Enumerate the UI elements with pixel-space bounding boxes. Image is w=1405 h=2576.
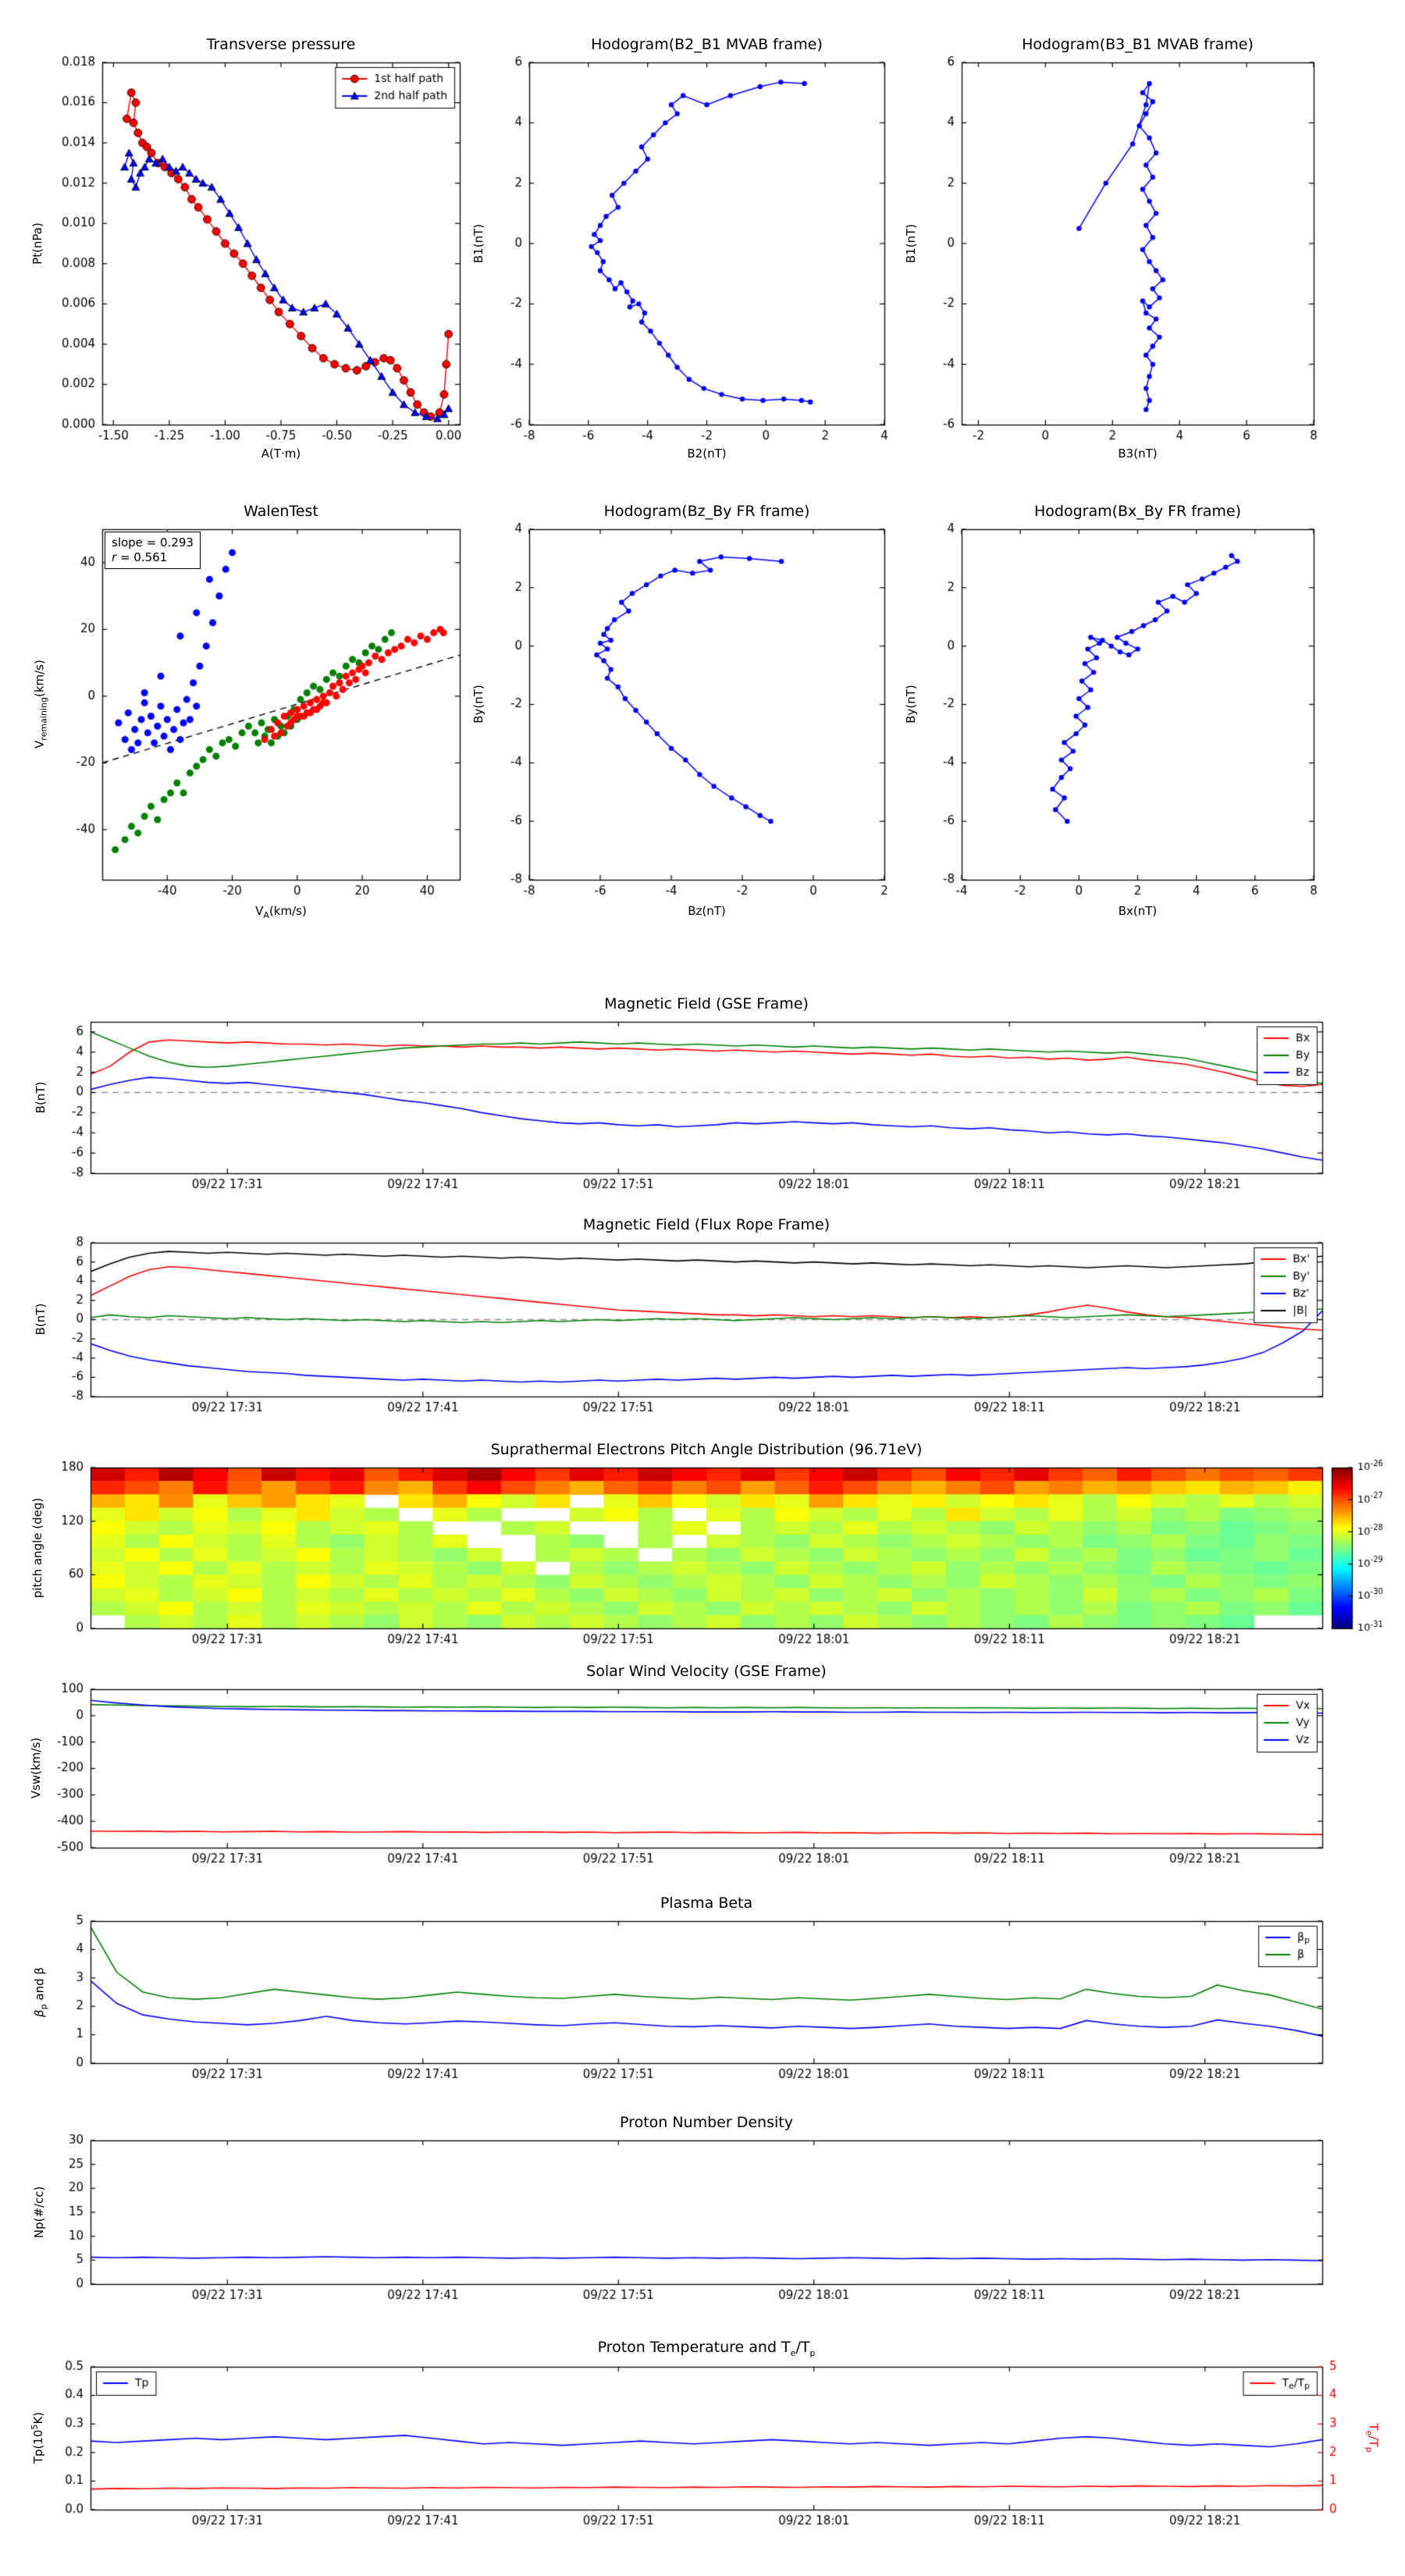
proton-temperature-title: Proton Temperature and Te/Tp (597, 2339, 816, 2358)
hodogram-b2b1-title: Hodogram(B2_B1 MVAB frame) (591, 36, 823, 53)
magnetic-field-gse-plot (0, 1012, 1405, 1211)
hodogram-b3b1-plot (887, 50, 1334, 461)
transverse-pressure-title: Transverse pressure (206, 36, 356, 53)
hodogram-bzby-title: Hodogram(Bz_By FR frame) (603, 503, 810, 520)
magnetic-field-fr-title: Magnetic Field (Flux Rope Frame) (582, 1216, 831, 1233)
walen-fit-annotation: slope = 0.293 r = 0.561 (105, 532, 201, 569)
plasma-beta-title: Plasma Beta (660, 1895, 753, 1912)
pitch-angle-title: Suprathermal Electrons Pitch Angle Distr… (490, 1441, 923, 1458)
walen-r-text: r = 0.561 (112, 550, 168, 564)
hodogram-bxby-plot (887, 517, 1334, 916)
pitch-angle-spectrogram (0, 1458, 1405, 1666)
solar-wind-velocity-plot (0, 1680, 1405, 1885)
solar-wind-velocity-title: Solar Wind Velocity (GSE Frame) (586, 1663, 827, 1680)
transverse-pressure-plot (28, 50, 480, 461)
walen-slope-text: slope = 0.293 (112, 535, 194, 550)
proton-density-plot (0, 2131, 1405, 2322)
hodogram-b2b1-plot (455, 50, 905, 461)
proton-temperature-plot (0, 2357, 1405, 2547)
hodogram-b3b1-title: Hodogram(B3_B1 MVAB frame) (1022, 36, 1254, 53)
proton-density-title: Proton Number Density (620, 2114, 793, 2131)
plasma-beta-plot (0, 1912, 1405, 2101)
magnetic-field-gse-title: Magnetic Field (GSE Frame) (604, 995, 809, 1012)
walen-test-title: WalenTest (244, 503, 318, 520)
hodogram-bzby-plot (455, 517, 905, 916)
magnetic-field-fr-plot (0, 1233, 1405, 1434)
hodogram-bxby-title: Hodogram(Bx_By FR frame) (1033, 503, 1242, 520)
walen-test-plot (28, 517, 480, 916)
